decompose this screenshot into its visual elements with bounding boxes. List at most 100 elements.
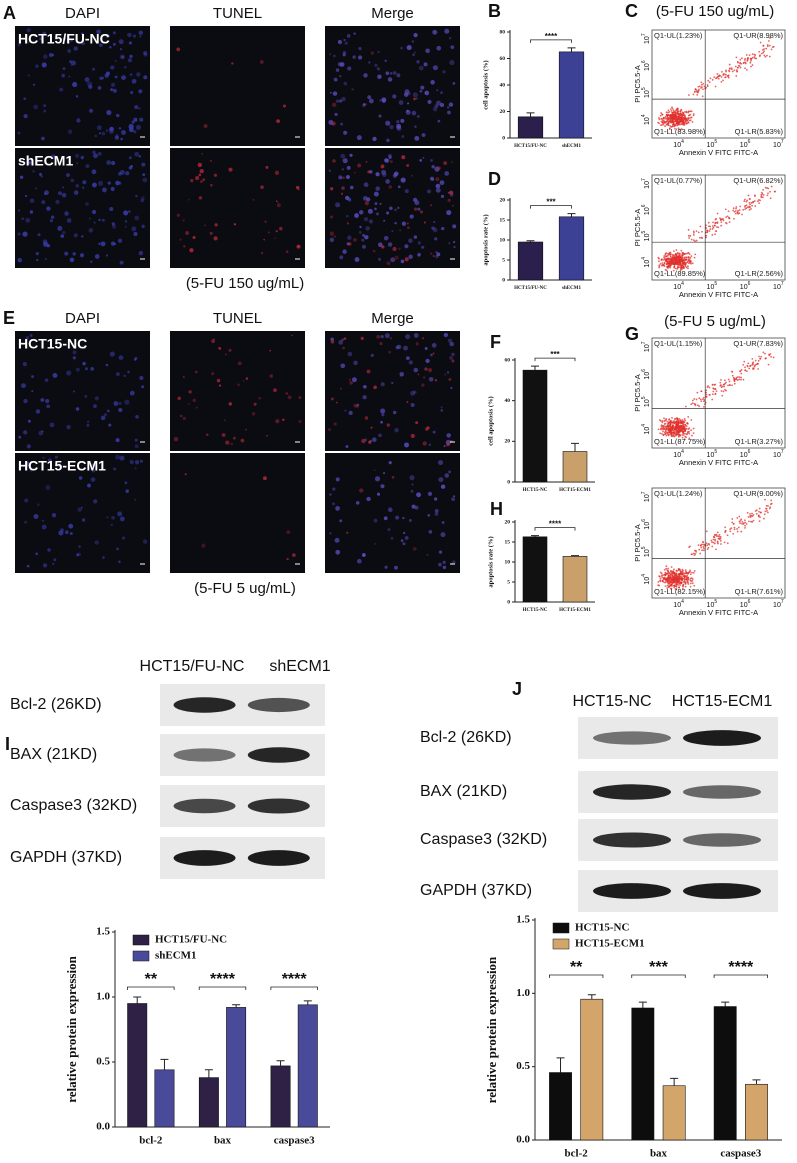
event-dot	[731, 521, 734, 524]
band-label: GAPDH (37KD)	[420, 882, 532, 899]
event-dot	[735, 376, 738, 379]
nucleus	[362, 395, 367, 400]
nucleus	[378, 114, 382, 118]
nucleus	[37, 503, 40, 506]
event-dot	[679, 123, 681, 126]
event-dot	[697, 544, 700, 547]
flow-plot: Q1-UL(1.15%) Q1-UR(7.83%)Q1-LL(87.75%) Q1-…	[633, 337, 786, 467]
panel-letter: J	[512, 679, 522, 699]
nucleus	[17, 209, 21, 212]
bar	[745, 1083, 768, 1141]
nucleus	[392, 410, 397, 415]
quadrant-label: Q1-LR(3.27%)	[735, 437, 784, 446]
event-dot	[720, 386, 723, 389]
tick-exponent: 4	[681, 139, 684, 145]
event-dot	[758, 507, 761, 510]
tunel-signal	[260, 251, 264, 255]
event-dot	[744, 62, 747, 65]
event-dot	[676, 417, 678, 419]
event-dot	[682, 569, 684, 572]
event-dot	[683, 263, 686, 266]
event-dot	[738, 376, 741, 379]
event-dot	[766, 44, 769, 46]
event-dot	[667, 124, 669, 126]
event-dot	[763, 50, 766, 53]
event-dot	[673, 123, 676, 126]
x-axis-label: Annexin V FITC FITC-A	[679, 148, 758, 157]
nucleus	[35, 251, 40, 256]
nucleus	[127, 58, 133, 63]
event-dot	[725, 73, 727, 76]
tunel-signal	[355, 405, 359, 409]
event-dot	[740, 376, 743, 379]
event-dot	[711, 541, 713, 543]
nucleus	[123, 210, 129, 216]
tunel-signal	[376, 334, 381, 339]
nucleus	[390, 257, 396, 263]
x-tick-label: 105	[707, 449, 718, 459]
error-bar	[531, 535, 539, 537]
event-dot	[663, 259, 665, 261]
event-dot	[685, 576, 688, 579]
event-dot	[702, 543, 705, 546]
event-dot	[673, 568, 675, 571]
event-dot	[673, 117, 676, 120]
x-tick-label: 107	[773, 599, 784, 609]
event-dot	[717, 77, 720, 80]
event-dot	[767, 363, 770, 366]
micrograph-bg	[15, 26, 150, 146]
event-dot	[760, 195, 763, 198]
nucleus	[69, 532, 73, 535]
event-dot	[692, 114, 695, 117]
event-dot	[681, 111, 684, 114]
blot-band	[247, 798, 310, 814]
nucleus	[362, 103, 366, 106]
tick-exponent: 7	[781, 449, 784, 455]
bar	[198, 1077, 219, 1128]
tunel-signal	[176, 47, 181, 52]
x-tick-label: shECM1	[562, 286, 581, 291]
nucleus	[383, 219, 386, 222]
tunel-signal	[275, 229, 278, 233]
event-dot	[675, 109, 678, 111]
event-dot	[686, 572, 689, 575]
tunel-signal	[443, 161, 448, 165]
event-dot	[677, 127, 680, 130]
y-tick-label: 1.5	[96, 926, 110, 938]
band-label: GAPDH (37KD)	[10, 849, 122, 866]
nucleus	[115, 180, 120, 186]
nucleus	[35, 409, 41, 414]
tick-exponent: 7	[641, 33, 647, 36]
event-dot	[699, 398, 702, 401]
nucleus	[435, 183, 441, 189]
y-tick-label: 20	[500, 197, 506, 203]
nucleus	[110, 523, 113, 526]
panel-letter: D	[488, 169, 501, 189]
nucleus	[439, 180, 445, 186]
event-dot	[688, 253, 691, 255]
event-dot	[667, 121, 670, 123]
event-dot	[681, 434, 684, 436]
event-dot	[683, 572, 686, 575]
nucleus	[427, 491, 433, 497]
event-dot	[693, 256, 696, 259]
nucleus	[385, 179, 390, 184]
y-tick-label: 15	[505, 539, 511, 545]
nucleus	[379, 202, 382, 205]
panel-letter: B	[488, 1, 501, 21]
micrograph	[325, 148, 460, 268]
nucleus	[384, 565, 388, 569]
tunel-signal	[352, 237, 357, 242]
nucleus	[448, 470, 452, 474]
event-dot	[680, 577, 683, 580]
tunel-signal	[195, 176, 200, 181]
blot-band	[173, 798, 236, 814]
event-dot	[665, 111, 668, 114]
event-dot	[691, 399, 694, 402]
event-dot	[729, 528, 732, 531]
nucleus	[421, 133, 426, 138]
tick-exponent: 7	[641, 491, 647, 494]
event-dot	[733, 382, 736, 385]
nucleus	[31, 375, 35, 379]
event-dot	[691, 121, 694, 123]
